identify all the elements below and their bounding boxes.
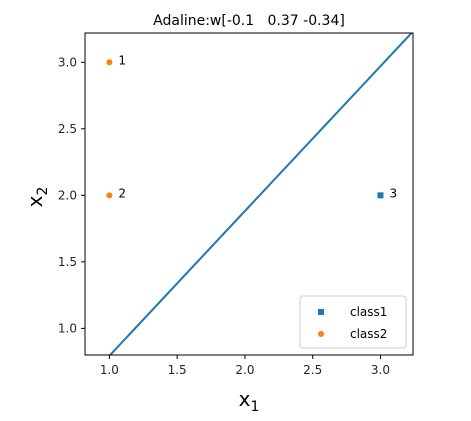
x-axis-label: x1 [239,387,260,415]
axes-frame [84,32,414,356]
marker-class2-point-1 [106,59,113,66]
x-axis-ticks: 1.0 1.5 2.0 2.5 3.0 [100,355,390,377]
y-tick-label: 1.5 [58,255,77,269]
x-axis-label-sub: 1 [250,399,259,415]
y-axis-label: x2 [23,187,51,208]
x-axis-label-base: x [239,387,251,411]
x-tick-label: 2.0 [235,363,254,377]
data-markers [106,59,384,199]
legend-label-class1: class1 [350,305,387,319]
decision-boundary-line [108,33,413,355]
legend-marker-class1 [318,309,324,315]
y-tick-label: 1.0 [58,321,77,335]
marker-class1-point-3 [377,192,384,199]
point-label-3: 3 [389,186,397,200]
point-label-2: 2 [118,186,126,200]
y-axis-ticks: 1.0 1.5 2.0 2.5 3.0 [58,55,85,335]
x-tick-label: 1.5 [168,363,187,377]
legend-box [299,295,407,349]
x-tick-label: 2.5 [303,363,322,377]
y-tick-label: 2.5 [58,122,77,136]
legend: class1 class2 [299,295,407,349]
marker-class2-point-2 [106,192,113,199]
y-tick-label: 3.0 [58,55,77,69]
plot-area [108,33,413,355]
x-tick-label: 3.0 [371,363,390,377]
legend-label-class2: class2 [350,327,387,341]
point-labels: 3 1 2 [118,53,397,200]
y-tick-label: 2.0 [58,188,77,202]
y-axis-label-sub: 2 [35,187,51,196]
legend-marker-class2 [318,331,324,337]
chart-title: Adaline:w[-0.1 0.37 -0.34] [153,13,345,29]
point-label-1: 1 [118,53,126,67]
x-tick-label: 1.0 [100,363,119,377]
y-axis-label-base: x [23,195,47,207]
